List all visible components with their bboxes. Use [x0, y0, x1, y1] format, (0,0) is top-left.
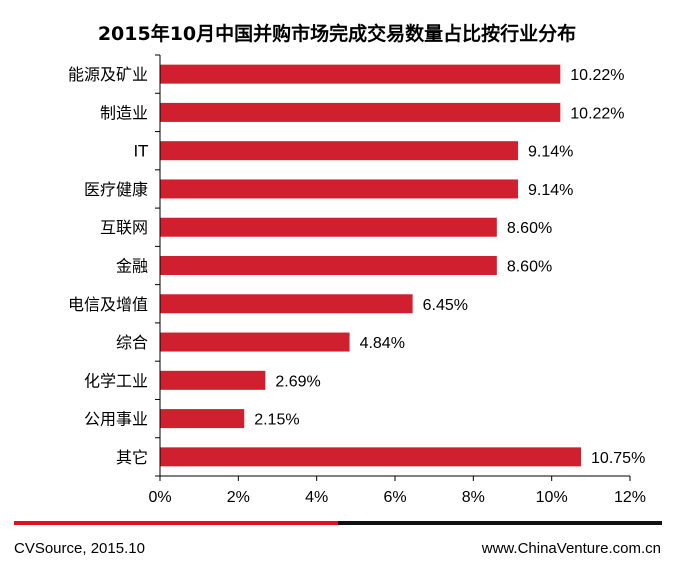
bar: [160, 64, 561, 84]
data-label: 6.45%: [423, 297, 468, 314]
category-label: 公用事业: [84, 410, 148, 429]
bar: [160, 332, 350, 352]
x-tick-label: 12%: [614, 489, 646, 506]
x-tick-label: 8%: [462, 489, 485, 506]
bar: [160, 179, 518, 199]
footer-bar-red: [14, 521, 338, 525]
category-label: 化学工业: [84, 371, 148, 390]
bar: [160, 294, 413, 314]
chart-title: 2015年10月中国并购市场完成交易数量占比按行业分布: [98, 22, 576, 45]
category-label: 制造业: [100, 103, 148, 122]
bar: [160, 217, 497, 237]
x-tick-label: 0%: [148, 489, 171, 506]
website-label: www.ChinaVenture.com.cn: [481, 540, 661, 557]
category-label: 能源及矿业: [68, 65, 148, 84]
data-label: 4.84%: [360, 335, 405, 352]
x-tick-label: 4%: [305, 489, 328, 506]
category-label: 电信及增值: [68, 295, 148, 314]
category-label: 医疗健康: [84, 180, 148, 199]
x-tick-label: 6%: [383, 489, 406, 506]
bar: [160, 256, 497, 275]
category-label: 综合: [116, 333, 148, 352]
bar: [160, 370, 266, 390]
x-tick-label: 10%: [536, 489, 568, 506]
bar: [160, 447, 582, 467]
data-label: 10.22%: [570, 105, 624, 122]
data-label: 9.14%: [528, 144, 573, 161]
data-label: 2.15%: [254, 412, 299, 429]
category-label: IT: [134, 142, 149, 161]
source-label: CVSource, 2015.10: [14, 540, 145, 557]
data-label: 10.75%: [591, 450, 645, 467]
footer-bar-black: [338, 521, 662, 525]
category-label: 互联网: [100, 218, 148, 237]
category-label: 金融: [116, 257, 148, 276]
bar: [160, 141, 518, 161]
bar: [160, 409, 245, 429]
data-label: 9.14%: [528, 182, 573, 199]
category-label: 其它: [116, 448, 148, 467]
data-label: 2.69%: [275, 373, 320, 390]
data-label: 8.60%: [507, 259, 552, 276]
x-tick-label: 2%: [227, 489, 250, 506]
bar: [160, 102, 561, 122]
data-label: 8.60%: [507, 220, 552, 237]
data-label: 10.22%: [570, 67, 624, 84]
plot-area: 能源及矿业 10.22% 制造业 10.22% IT 9.14% 医疗健康 9.14% 互联网 8…: [68, 54, 646, 506]
